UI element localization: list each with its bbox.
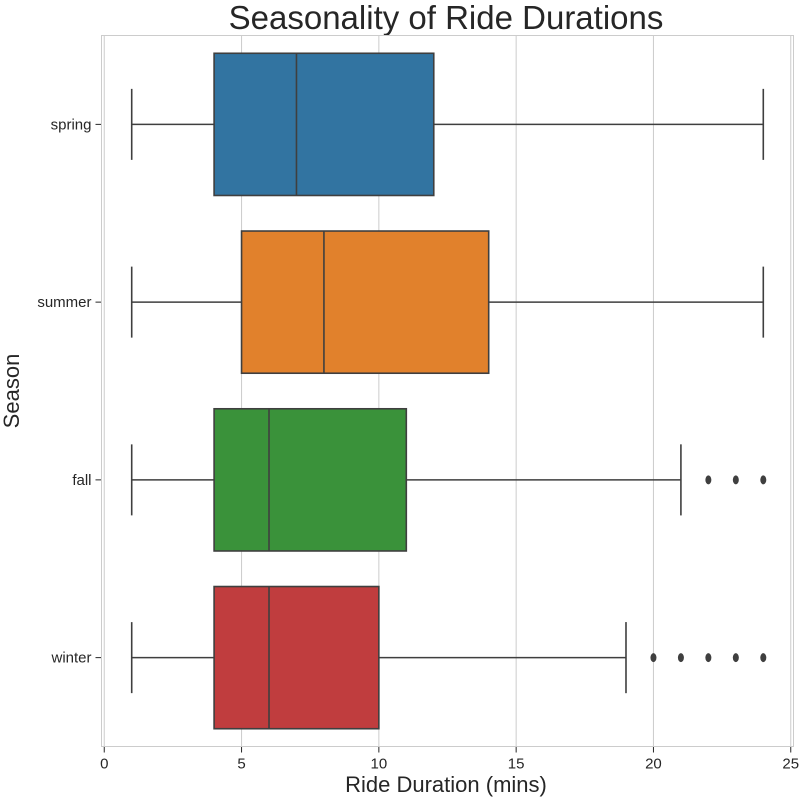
outlier-point	[677, 653, 684, 663]
y-tick-label: winter	[50, 650, 91, 667]
iqr-box	[213, 52, 435, 197]
x-axis-label: Ride Duration (mins)	[345, 772, 547, 797]
grid-lines	[103, 35, 792, 747]
chart-title: Seasonality of Ride Durations	[229, 0, 664, 36]
outlier-point	[705, 475, 712, 485]
outlier-point	[705, 653, 712, 663]
plot-area-frame	[101, 35, 794, 747]
box-summer	[130, 230, 765, 375]
x-tick-label: 10	[371, 756, 388, 773]
iqr-box	[240, 230, 490, 375]
box-fall	[130, 407, 767, 552]
x-tick-label: 25	[782, 756, 799, 773]
x-tick-label: 20	[645, 756, 662, 773]
x-tick-label: 5	[237, 756, 245, 773]
outlier-point	[650, 653, 657, 663]
outlier-point	[760, 653, 767, 663]
box-spring	[130, 52, 765, 197]
iqr-box	[213, 407, 408, 552]
x-tick-label: 0	[100, 756, 108, 773]
box-winter	[130, 585, 767, 730]
x-tick-label: 15	[508, 756, 525, 773]
outlier-point	[732, 653, 739, 663]
y-axis-label: Season	[0, 354, 24, 429]
axes: 0 5 10 15 20 25 spring summer fall winter	[37, 35, 799, 773]
y-tick-label: summer	[37, 294, 91, 311]
outlier-point	[760, 475, 767, 485]
y-tick-label: spring	[51, 116, 92, 133]
boxes	[130, 52, 767, 730]
outlier-point	[732, 475, 739, 485]
iqr-box	[213, 585, 380, 730]
y-tick-label: fall	[72, 472, 91, 489]
